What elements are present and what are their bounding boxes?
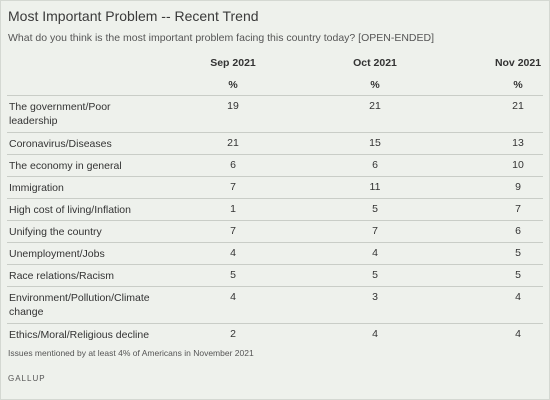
row-label: Environment/Pollution/Climate change [9, 292, 150, 318]
row-label: Coronavirus/Diseases [9, 138, 112, 150]
table-row: Coronavirus/Diseases 21 15 13 [7, 132, 543, 154]
table-row: Immigration 7 11 9 [7, 176, 543, 198]
cell-value: 7 [372, 225, 378, 237]
column-unit-nov-2021: % [513, 79, 523, 91]
table-row: Environment/Pollution/Climate change 4 3… [7, 286, 543, 323]
cell-value: 4 [515, 291, 521, 303]
column-unit-oct-2021: % [370, 79, 380, 91]
cell-value: 4 [372, 247, 378, 259]
cell-value: 9 [515, 181, 521, 193]
cell-value: 4 [230, 247, 236, 259]
cell-value: 7 [230, 181, 236, 193]
cell-value: 4 [230, 291, 236, 303]
footnote: Issues mentioned by at least 4% of Ameri… [8, 348, 254, 358]
table-row: Unifying the country 7 7 6 [7, 220, 543, 242]
cell-value: 1 [230, 203, 236, 215]
cell-value: 11 [369, 181, 381, 193]
cell-value: 5 [515, 269, 521, 281]
row-label: The government/Poor leadership [9, 101, 111, 127]
column-header-oct-2021: Oct 2021 [353, 57, 397, 69]
column-unit-sep-2021: % [228, 79, 238, 91]
cell-value: 5 [372, 203, 378, 215]
row-label: Ethics/Moral/Religious decline [9, 329, 150, 341]
table-row: The government/Poor leadership 19 21 21 [7, 95, 543, 132]
cell-value: 6 [230, 159, 236, 171]
cell-value: 13 [512, 137, 524, 149]
cell-value: 5 [515, 247, 521, 259]
cell-value: 10 [512, 159, 524, 171]
table-row: Race relations/Racism 5 5 5 [7, 264, 543, 286]
cell-value: 7 [515, 203, 521, 215]
row-label: Unemployment/Jobs [9, 248, 105, 260]
row-label: High cost of living/Inflation [9, 204, 131, 216]
cell-value: 19 [227, 100, 239, 112]
column-header-nov-2021: Nov 2021 [494, 57, 542, 69]
table-row: Unemployment/Jobs 4 4 5 [7, 242, 543, 264]
page-title: Most Important Problem -- Recent Trend [8, 8, 259, 24]
cell-value: 5 [372, 269, 378, 281]
column-header-sep-2021: Sep 2021 [210, 57, 256, 69]
cell-value: 4 [372, 328, 378, 340]
cell-value: 7 [230, 225, 236, 237]
table-body: The government/Poor leadership 19 21 21 … [7, 95, 543, 360]
cell-value: 4 [515, 328, 521, 340]
row-label: Immigration [9, 182, 64, 194]
cell-value: 5 [230, 269, 236, 281]
cell-value: 6 [372, 159, 378, 171]
cell-value: 3 [372, 291, 378, 303]
column-header-row: Sep 2021 Oct 2021 Nov 2021 % % % [1, 57, 549, 91]
table-row: The economy in general 6 6 10 [7, 154, 543, 176]
cell-value: 6 [515, 225, 521, 237]
row-label: The economy in general [9, 160, 122, 172]
table-row: Ethics/Moral/Religious decline 2 4 4 [7, 323, 543, 360]
cell-value: 21 [512, 100, 524, 112]
question-text: What do you think is the most important … [8, 32, 435, 44]
source-label: GALLUP [8, 374, 46, 383]
table-row: High cost of living/Inflation 1 5 7 [7, 198, 543, 220]
cell-value: 2 [230, 328, 236, 340]
row-label: Unifying the country [9, 226, 102, 238]
row-label: Race relations/Racism [9, 270, 115, 282]
cell-value: 15 [369, 137, 381, 149]
cell-value: 21 [369, 100, 381, 112]
cell-value: 21 [227, 137, 239, 149]
